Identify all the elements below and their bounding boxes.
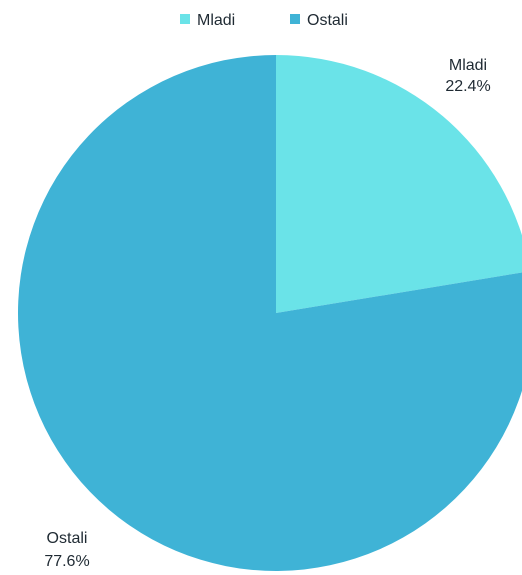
legend-swatch-mladi — [180, 14, 190, 24]
pie-slice-ostali — [18, 55, 522, 571]
slice-label-ostali-value: 77.6% — [44, 553, 89, 570]
pie-slices — [18, 55, 522, 571]
legend-label-ostali: Ostali — [307, 12, 348, 29]
slice-label-mladi-value: 22.4% — [445, 78, 490, 95]
pie-slice-mladi — [276, 55, 522, 313]
legend-swatch-ostali — [290, 14, 300, 24]
slice-labels: Mladi 22.4% Ostali 77.6% — [44, 57, 490, 570]
legend: Mladi Ostali — [180, 12, 348, 29]
legend-label-mladi: Mladi — [197, 12, 235, 29]
slice-label-mladi-name: Mladi — [449, 57, 487, 74]
slice-label-ostali-name: Ostali — [47, 530, 88, 547]
